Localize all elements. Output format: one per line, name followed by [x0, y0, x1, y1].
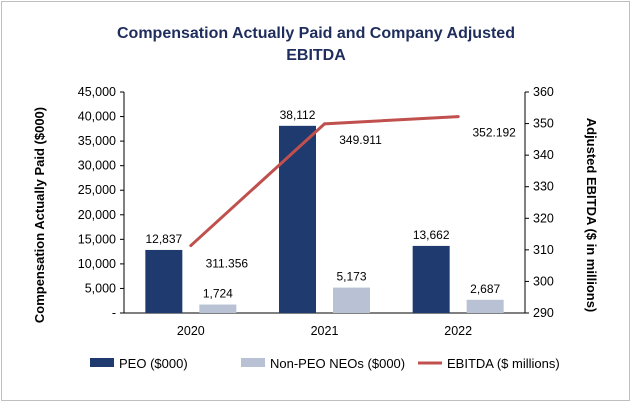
y2-tick-label: 360: [533, 85, 554, 99]
y-tick-label: 20,000: [78, 208, 116, 222]
bar-non-peo-2022: [466, 299, 504, 313]
ebitda-data-label: 349.911: [339, 133, 382, 147]
y2-tick-label: 310: [533, 243, 554, 257]
y-tick-label: 35,000: [78, 134, 116, 148]
legend-label-1: Non-PEO NEOs ($000): [270, 356, 405, 371]
y-tick-label: -: [112, 306, 116, 320]
legend-label-0: PEO ($000): [119, 356, 188, 371]
bar-peo-2021: [279, 125, 316, 314]
bar-peo-2020: [145, 249, 183, 313]
bar-data-label: 13,662: [413, 228, 450, 242]
bar-data-label: 12,837: [145, 232, 182, 246]
y-tick-label: 5,000: [85, 281, 116, 295]
y2-tick-label: 300: [533, 274, 554, 288]
y2-tick-label: 320: [533, 211, 554, 225]
bar-data-label: 1,724: [203, 287, 233, 301]
x-tick-label: 2020: [177, 324, 205, 338]
bar-peo-2022: [412, 245, 450, 313]
y2-tick-label: 290: [533, 306, 554, 320]
ebitda-point-2022: [456, 115, 460, 119]
y-tick-label: 40,000: [78, 110, 116, 124]
ebitda-data-label: 352.192: [472, 126, 516, 140]
chart-title-line-2: EBITDA: [286, 47, 346, 64]
y-tick-label: 45,000: [78, 85, 116, 99]
y-tick-label: 30,000: [78, 159, 116, 173]
ebitda-data-label: 311.356: [206, 257, 249, 271]
y2-tick-label: 330: [533, 180, 554, 194]
x-tick-label: 2021: [311, 324, 339, 338]
legend-swatch-1: [241, 358, 265, 367]
y2-axis-title: Adjusted EBITDA ($ in millions): [584, 118, 599, 313]
y-tick-label: 25,000: [78, 183, 116, 197]
y-tick-label: 10,000: [78, 257, 116, 271]
y-axis-title: Compensation Actually Paid ($000): [32, 107, 47, 323]
bar-non-peo-2021: [333, 287, 370, 313]
bar-data-label: 5,173: [336, 270, 366, 284]
bar-data-label: 2,687: [470, 282, 500, 296]
bar-data-label: 38,112: [280, 108, 316, 122]
legend-label-2: EBITDA ($ millions): [447, 356, 560, 371]
y-tick-label: 15,000: [78, 232, 116, 246]
ebitda-point-2020: [189, 244, 193, 248]
x-tick-label: 2022: [444, 324, 472, 338]
y2-tick-label: 340: [533, 148, 554, 162]
ebitda-line: [189, 115, 459, 247]
y2-tick-label: 350: [533, 117, 554, 131]
plot-area: - 5,000 10,000 15,000 20,000 25,000 30,000 35,0…: [78, 85, 554, 338]
bar-non-peo-2020: [199, 304, 237, 313]
legend-swatch-0: [90, 358, 114, 367]
ebitda-point-2021: [323, 122, 326, 126]
legend: PEO ($000) Non-PEO NEOs ($000) EBITDA ($ m…: [90, 356, 560, 371]
chart-title-line-1: Compensation Actually Paid and Company A…: [117, 25, 515, 42]
